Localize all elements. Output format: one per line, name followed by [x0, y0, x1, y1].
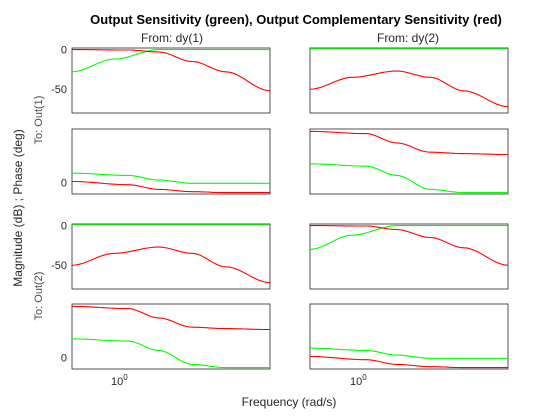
- series-line: [309, 163, 508, 194]
- chart-title: Output Sensitivity (green), Output Compl…: [90, 12, 502, 27]
- column-header-1: From: dy(1): [141, 31, 203, 45]
- panel-frame: [309, 47, 509, 114]
- panel-frame: [309, 303, 509, 370]
- panel-frame: [71, 128, 271, 195]
- series-line: [71, 338, 270, 369]
- y-tick-label: 0: [61, 45, 67, 57]
- panel-frame: [71, 223, 271, 290]
- panel-frame: [71, 303, 271, 370]
- row-label-2: To: Out(2): [33, 272, 45, 321]
- y-tick-label: -50: [51, 260, 67, 272]
- series-line: [309, 225, 508, 250]
- series-line: [71, 49, 270, 73]
- series-line: [309, 70, 509, 108]
- x-axis-label: Frequency (rad/s): [242, 395, 337, 409]
- series-line: [310, 225, 509, 266]
- series-line: [71, 172, 270, 184]
- x-tick-label: 100: [350, 373, 367, 388]
- series-line: [71, 305, 270, 331]
- plot-panels: 0 -50 0 0 -50 0: [51, 45, 509, 370]
- series-line: [71, 246, 271, 284]
- series-line: [309, 130, 508, 156]
- row-label-1: To: Out(1): [33, 96, 45, 145]
- series-line: [72, 180, 270, 194]
- series-line: [310, 355, 508, 369]
- y-tick-label: 0: [61, 352, 67, 364]
- panel-frame: [309, 128, 509, 195]
- series-line: [309, 347, 508, 359]
- x-tick-label: 100: [111, 373, 128, 388]
- y-tick-label: -50: [51, 84, 67, 96]
- y-tick-label: 0: [61, 177, 67, 189]
- y-axis-label: Magnitude (dB) ; Phase (deg): [11, 129, 25, 286]
- panel-frame: [71, 47, 271, 114]
- series-line: [72, 49, 271, 92]
- column-header-2: From: dy(2): [377, 31, 439, 45]
- panel-frame: [309, 223, 509, 290]
- y-tick-label: 0: [61, 221, 67, 233]
